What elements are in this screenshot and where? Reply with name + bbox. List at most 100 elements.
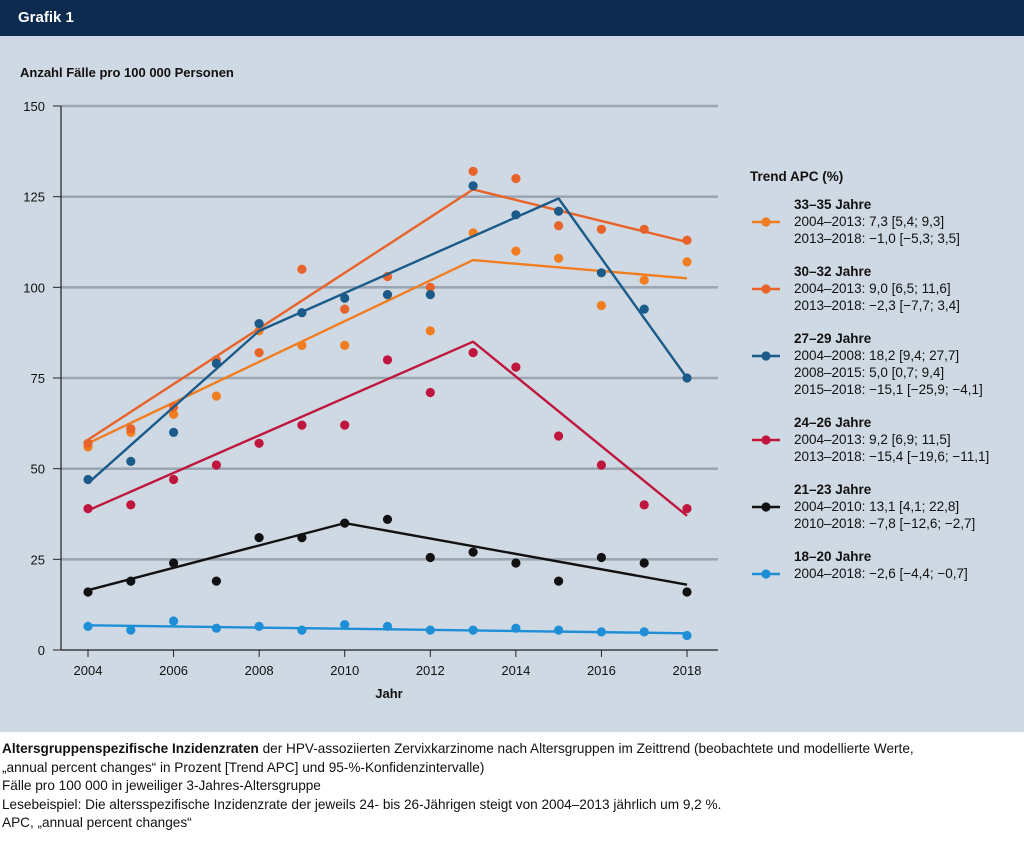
data-point-21-23: [639, 558, 649, 568]
data-point-30-32: [682, 235, 692, 245]
data-point-24-26: [639, 500, 649, 510]
data-point-21-23: [211, 576, 221, 586]
series-18-20: [83, 616, 692, 641]
figure-caption: Altersgruppenspezifische Inzidenzraten d…: [0, 740, 1018, 833]
data-point-33-35: [554, 253, 564, 263]
legend-dot-marker: [761, 217, 771, 227]
data-point-27-29: [596, 268, 607, 278]
data-point-30-32: [126, 424, 136, 434]
data-point-24-26: [468, 348, 478, 358]
legend-series-name: 24–26 Jahre: [794, 415, 872, 430]
data-point-27-29: [126, 456, 136, 466]
figure-title: Grafik 1: [18, 9, 74, 26]
data-point-33-35: [425, 326, 435, 336]
caption-line-4: Lesebeispiel: Die altersspezifische Inzi…: [2, 796, 722, 812]
data-point-24-26: [297, 420, 307, 430]
data-point-30-32: [425, 282, 435, 292]
data-point-21-23: [682, 587, 692, 597]
data-point-18-20: [83, 621, 93, 632]
data-point-18-20: [382, 621, 393, 632]
data-point-21-23: [83, 587, 93, 597]
caption-line-2: „annual percent changes“ in Prozent [Tre…: [2, 759, 485, 775]
legend-trend-line: 2004–2013: 7,3 [5,4; 9,3]: [794, 214, 944, 229]
data-point-24-26: [126, 500, 136, 510]
data-point-27-29: [468, 181, 478, 191]
data-point-27-29: [382, 290, 393, 300]
data-point-27-29: [425, 290, 435, 300]
x-ticks: 2004 2006 2008 2010 2012 2014 2016 2018: [74, 650, 702, 678]
data-point-33-35: [639, 275, 649, 285]
data-point-18-20: [254, 621, 264, 632]
trend-line-33-35: [87, 258, 688, 445]
data-point-18-20: [596, 627, 607, 637]
data-point-27-29: [511, 210, 521, 220]
legend-trend-line: 2004–2010: 13,1 [4,1; 22,8]: [794, 499, 959, 514]
series-33-35: [83, 228, 692, 452]
data-point-24-26: [382, 355, 393, 365]
data-point-18-20: [340, 620, 350, 630]
legend-dot-marker: [761, 351, 771, 361]
legend-dot-marker: [761, 502, 771, 512]
data-point-21-23: [382, 514, 393, 524]
data-point-24-26: [254, 438, 264, 448]
legend-trend-line: 2008–2015: 5,0 [0,7; 9,4]: [794, 365, 944, 380]
data-point-30-32: [340, 304, 350, 314]
line-chart: 0 25 50 75 100 125 150 2004 2006 2008 2010 2012 201…: [20, 65, 989, 701]
data-point-30-32: [254, 348, 264, 358]
caption-line-1-rest: der HPV-assoziierten Zervixkarzinome nac…: [258, 741, 914, 756]
legend-entry-27-29: 27–29 Jahre 2004–2008: 18,2 [9,4; 27,7] 20…: [752, 331, 983, 397]
data-point-24-26: [554, 431, 564, 441]
data-point-24-26: [596, 460, 607, 470]
data-point-18-20: [511, 623, 521, 633]
data-point-27-29: [554, 206, 564, 216]
legend-series-name: 33–35 Jahre: [794, 197, 872, 212]
data-point-18-20: [468, 625, 478, 635]
x-axis-label: Jahr: [375, 686, 402, 701]
data-point-27-29: [169, 427, 179, 437]
y-tick-label: 25: [31, 552, 45, 567]
series-21-23: [83, 514, 692, 597]
data-point-18-20: [554, 625, 564, 635]
legend-trend-line: 2013–2018: −15,4 [−19,6; −11,1]: [794, 449, 989, 464]
y-tick-label: 50: [31, 462, 45, 477]
series: [83, 166, 692, 641]
data-point-27-29: [639, 304, 649, 314]
legend-dot-marker: [761, 284, 771, 294]
legend-entry-30-32: 30–32 Jahre 2004–2013: 9,0 [6,5; 11,6] 201…: [752, 264, 960, 313]
legend-trend-line: 2013–2018: −2,3 [−7,7; 3,4]: [794, 298, 960, 313]
data-point-18-20: [126, 625, 136, 635]
x-tick-label: 2018: [673, 663, 702, 678]
x-tick-label: 2008: [245, 663, 274, 678]
data-point-21-23: [596, 552, 607, 563]
caption-line-1: Altersgruppenspezifische Inzidenzraten d…: [2, 740, 1018, 759]
legend-entry-21-23: 21–23 Jahre 2004–2010: 13,1 [4,1; 22,8] 20…: [752, 482, 975, 531]
x-tick-label: 2004: [74, 663, 103, 678]
legend-dot-marker: [761, 435, 771, 445]
data-point-33-35: [297, 340, 307, 350]
legend-series-name: 30–32 Jahre: [794, 264, 872, 279]
legend-series-name: 21–23 Jahre: [794, 482, 872, 497]
x-tick-label: 2012: [416, 663, 445, 678]
grid: [61, 104, 718, 561]
y-tick-label: 150: [23, 99, 45, 114]
caption-line-5: APC, „annual percent changes“: [2, 815, 192, 830]
data-point-21-23: [169, 558, 179, 568]
legend-trend-line: 2004–2013: 9,2 [6,9; 11,5]: [794, 432, 951, 447]
trend-line-24-26: [87, 340, 688, 517]
data-point-27-29: [83, 474, 93, 485]
data-point-21-23: [425, 552, 435, 563]
data-point-21-23: [511, 558, 521, 568]
data-point-30-32: [511, 173, 521, 184]
data-point-24-26: [340, 420, 350, 430]
figure-header: Grafik 1: [0, 0, 1024, 36]
data-point-24-26: [682, 504, 692, 514]
caption-line-3: Fälle pro 100 000 in jeweiliger 3-Jahres…: [2, 778, 321, 793]
legend-entry-18-20: 18–20 Jahre 2004–2018: −2,6 [−4,4; −0,7]: [752, 549, 968, 581]
legend-dot-marker: [761, 569, 771, 579]
data-point-27-29: [254, 319, 264, 329]
data-point-33-35: [682, 257, 692, 267]
data-point-30-32: [297, 264, 307, 274]
data-point-24-26: [211, 460, 221, 470]
data-point-21-23: [340, 518, 350, 528]
legend-series-name: 18–20 Jahre: [794, 549, 872, 564]
